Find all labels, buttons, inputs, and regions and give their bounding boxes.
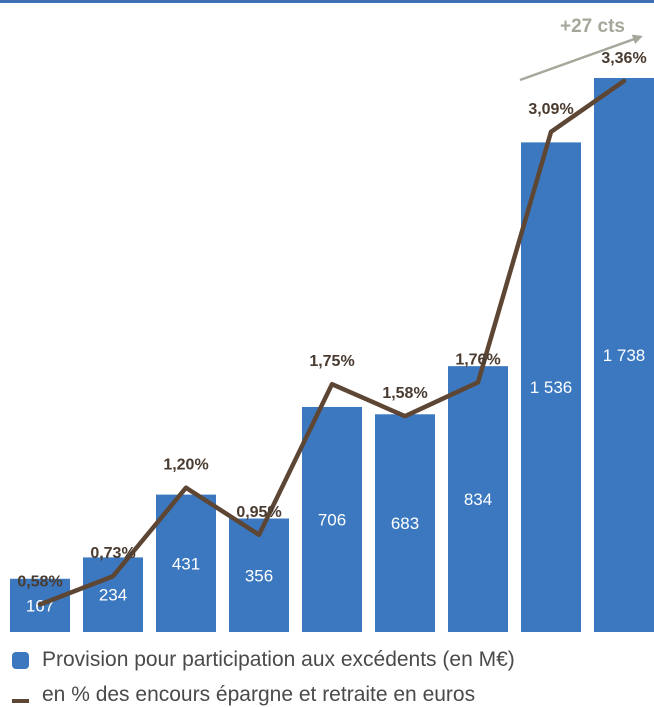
bar-2 [83,557,143,632]
bar-value-label-8: 1 536 [530,378,573,397]
percent-label-2: 0,73% [90,545,135,562]
bar-value-label-4: 356 [245,566,273,585]
percent-label-9: 3,36% [601,50,646,67]
bar-4 [229,518,289,632]
legend-item-bars: Provision pour participation aux excéden… [12,648,515,672]
legend-swatch-line [12,699,29,703]
bar-8 [521,142,581,632]
trend-arrow [519,34,643,82]
legend-item-line: en % des encours épargne et retraite en … [12,683,475,707]
percent-label-4: 0,95% [236,504,281,521]
bar-5 [302,406,362,632]
legend-label-bars: Provision pour participation aux excéden… [42,648,515,671]
bar-value-label-6: 683 [391,514,419,533]
percent-line [37,78,627,607]
top-rule [0,0,654,3]
bar-value-label-7: 834 [464,490,492,509]
percent-label-8: 3,09% [528,101,573,118]
legend-swatch-bars [12,651,29,669]
bar-9 [594,78,654,632]
bar-7 [448,366,508,632]
bar-value-label-3: 431 [172,554,200,573]
bar-3 [156,494,216,632]
trend-annotation: +27 cts [560,16,625,37]
percent-label-7: 1,76% [455,351,500,368]
bar-value-label-5: 706 [318,510,346,529]
bar-6 [375,414,435,632]
bar-value-label-2: 234 [99,586,127,605]
legend-label-line: en % des encours épargne et retraite en … [42,683,476,706]
percent-label-5: 1,75% [309,353,354,370]
percent-label-1: 0,58% [17,573,62,590]
bar-value-label-9: 1 738 [603,346,646,365]
percent-label-3: 1,20% [163,457,208,474]
percent-label-6: 1,58% [382,385,427,402]
